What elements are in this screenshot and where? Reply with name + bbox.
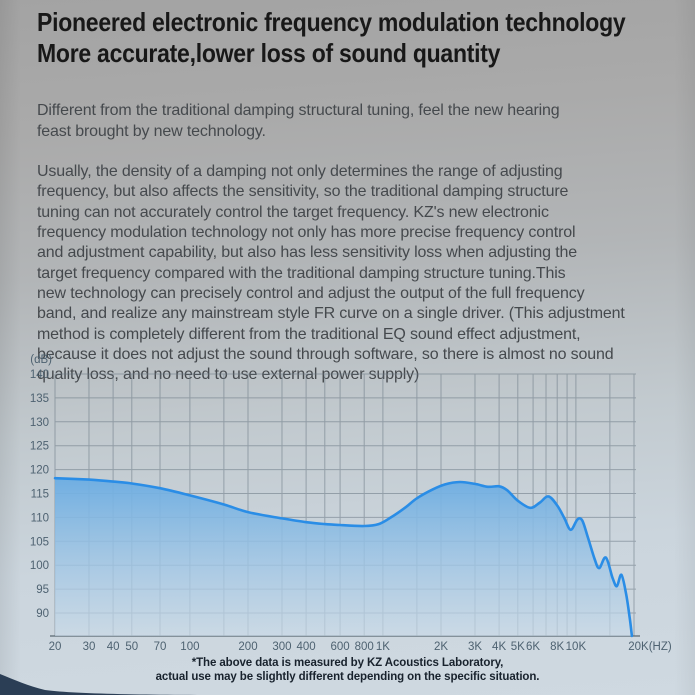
y-tick-label: 95 xyxy=(36,584,49,596)
fr-curve-area xyxy=(55,478,632,636)
fr-curve-line xyxy=(53,476,634,638)
x-tick-label: 100 xyxy=(180,641,199,653)
y-tick-label: 105 xyxy=(30,536,49,548)
x-tick-label: 30 xyxy=(83,641,96,653)
x-tick-label: 40 xyxy=(107,641,120,653)
page-title-line-1: Pioneered electronic frequency modulatio… xyxy=(37,7,626,37)
x-tick-label: 20 xyxy=(49,641,62,653)
y-tick-label: 90 xyxy=(36,608,49,620)
y-tick-label: 100 xyxy=(30,560,49,572)
chart-footnote: *The above data is measured by KZ Acoust… xyxy=(155,657,540,683)
x-tick-label: 6K xyxy=(526,641,540,653)
body-paragraph-2: Usually, the density of a damping not on… xyxy=(37,163,625,384)
x-tick-label: 800 xyxy=(355,641,374,653)
y-tick-label: 140 xyxy=(30,369,49,381)
body-copy: Different from the traditional damping s… xyxy=(37,81,677,406)
y-tick-label: 120 xyxy=(30,465,49,477)
page-title-line-2: More accurate,lower loss of sound quanti… xyxy=(37,38,501,68)
y-tick-label: 110 xyxy=(31,512,49,524)
y-axis-unit-label: (dB) xyxy=(30,354,52,366)
x-tick-label: 600 xyxy=(330,641,349,653)
frequency-response-chart: (dB) 140 135 130 125 120 115 110 105 100 95 90 20 30 4… xyxy=(30,354,672,653)
y-tick-label: 135 xyxy=(30,393,49,405)
page-title: Pioneered electronic frequency modulatio… xyxy=(37,7,626,69)
bottom-left-wave-decoration xyxy=(0,674,250,695)
wave-shape xyxy=(0,674,250,695)
y-tick-label: 130 xyxy=(30,417,49,429)
x-tick-label: 8K xyxy=(550,641,564,653)
x-tick-label: 5K xyxy=(511,641,525,653)
x-tick-label: 20K(HZ) xyxy=(628,641,672,653)
x-tick-label: 1K xyxy=(376,641,390,653)
x-tick-label: 50 xyxy=(125,641,138,653)
x-tick-label: 200 xyxy=(238,641,257,653)
body-paragraph-1: Different from the traditional damping s… xyxy=(37,102,560,140)
x-tick-label: 400 xyxy=(297,641,316,653)
x-tick-label: 3K xyxy=(468,641,482,653)
x-tick-label: 300 xyxy=(272,641,291,653)
x-tick-label: 70 xyxy=(154,641,167,653)
y-tick-label: 125 xyxy=(30,441,49,453)
axis-tick-labels: (dB) 140 135 130 125 120 115 110 105 100 95 90 20 30 4… xyxy=(30,354,672,653)
x-tick-label: 10K xyxy=(566,641,587,653)
y-tick-label: 115 xyxy=(31,489,49,501)
x-tick-label: 2K xyxy=(434,641,448,653)
x-tick-label: 4K xyxy=(492,641,506,653)
